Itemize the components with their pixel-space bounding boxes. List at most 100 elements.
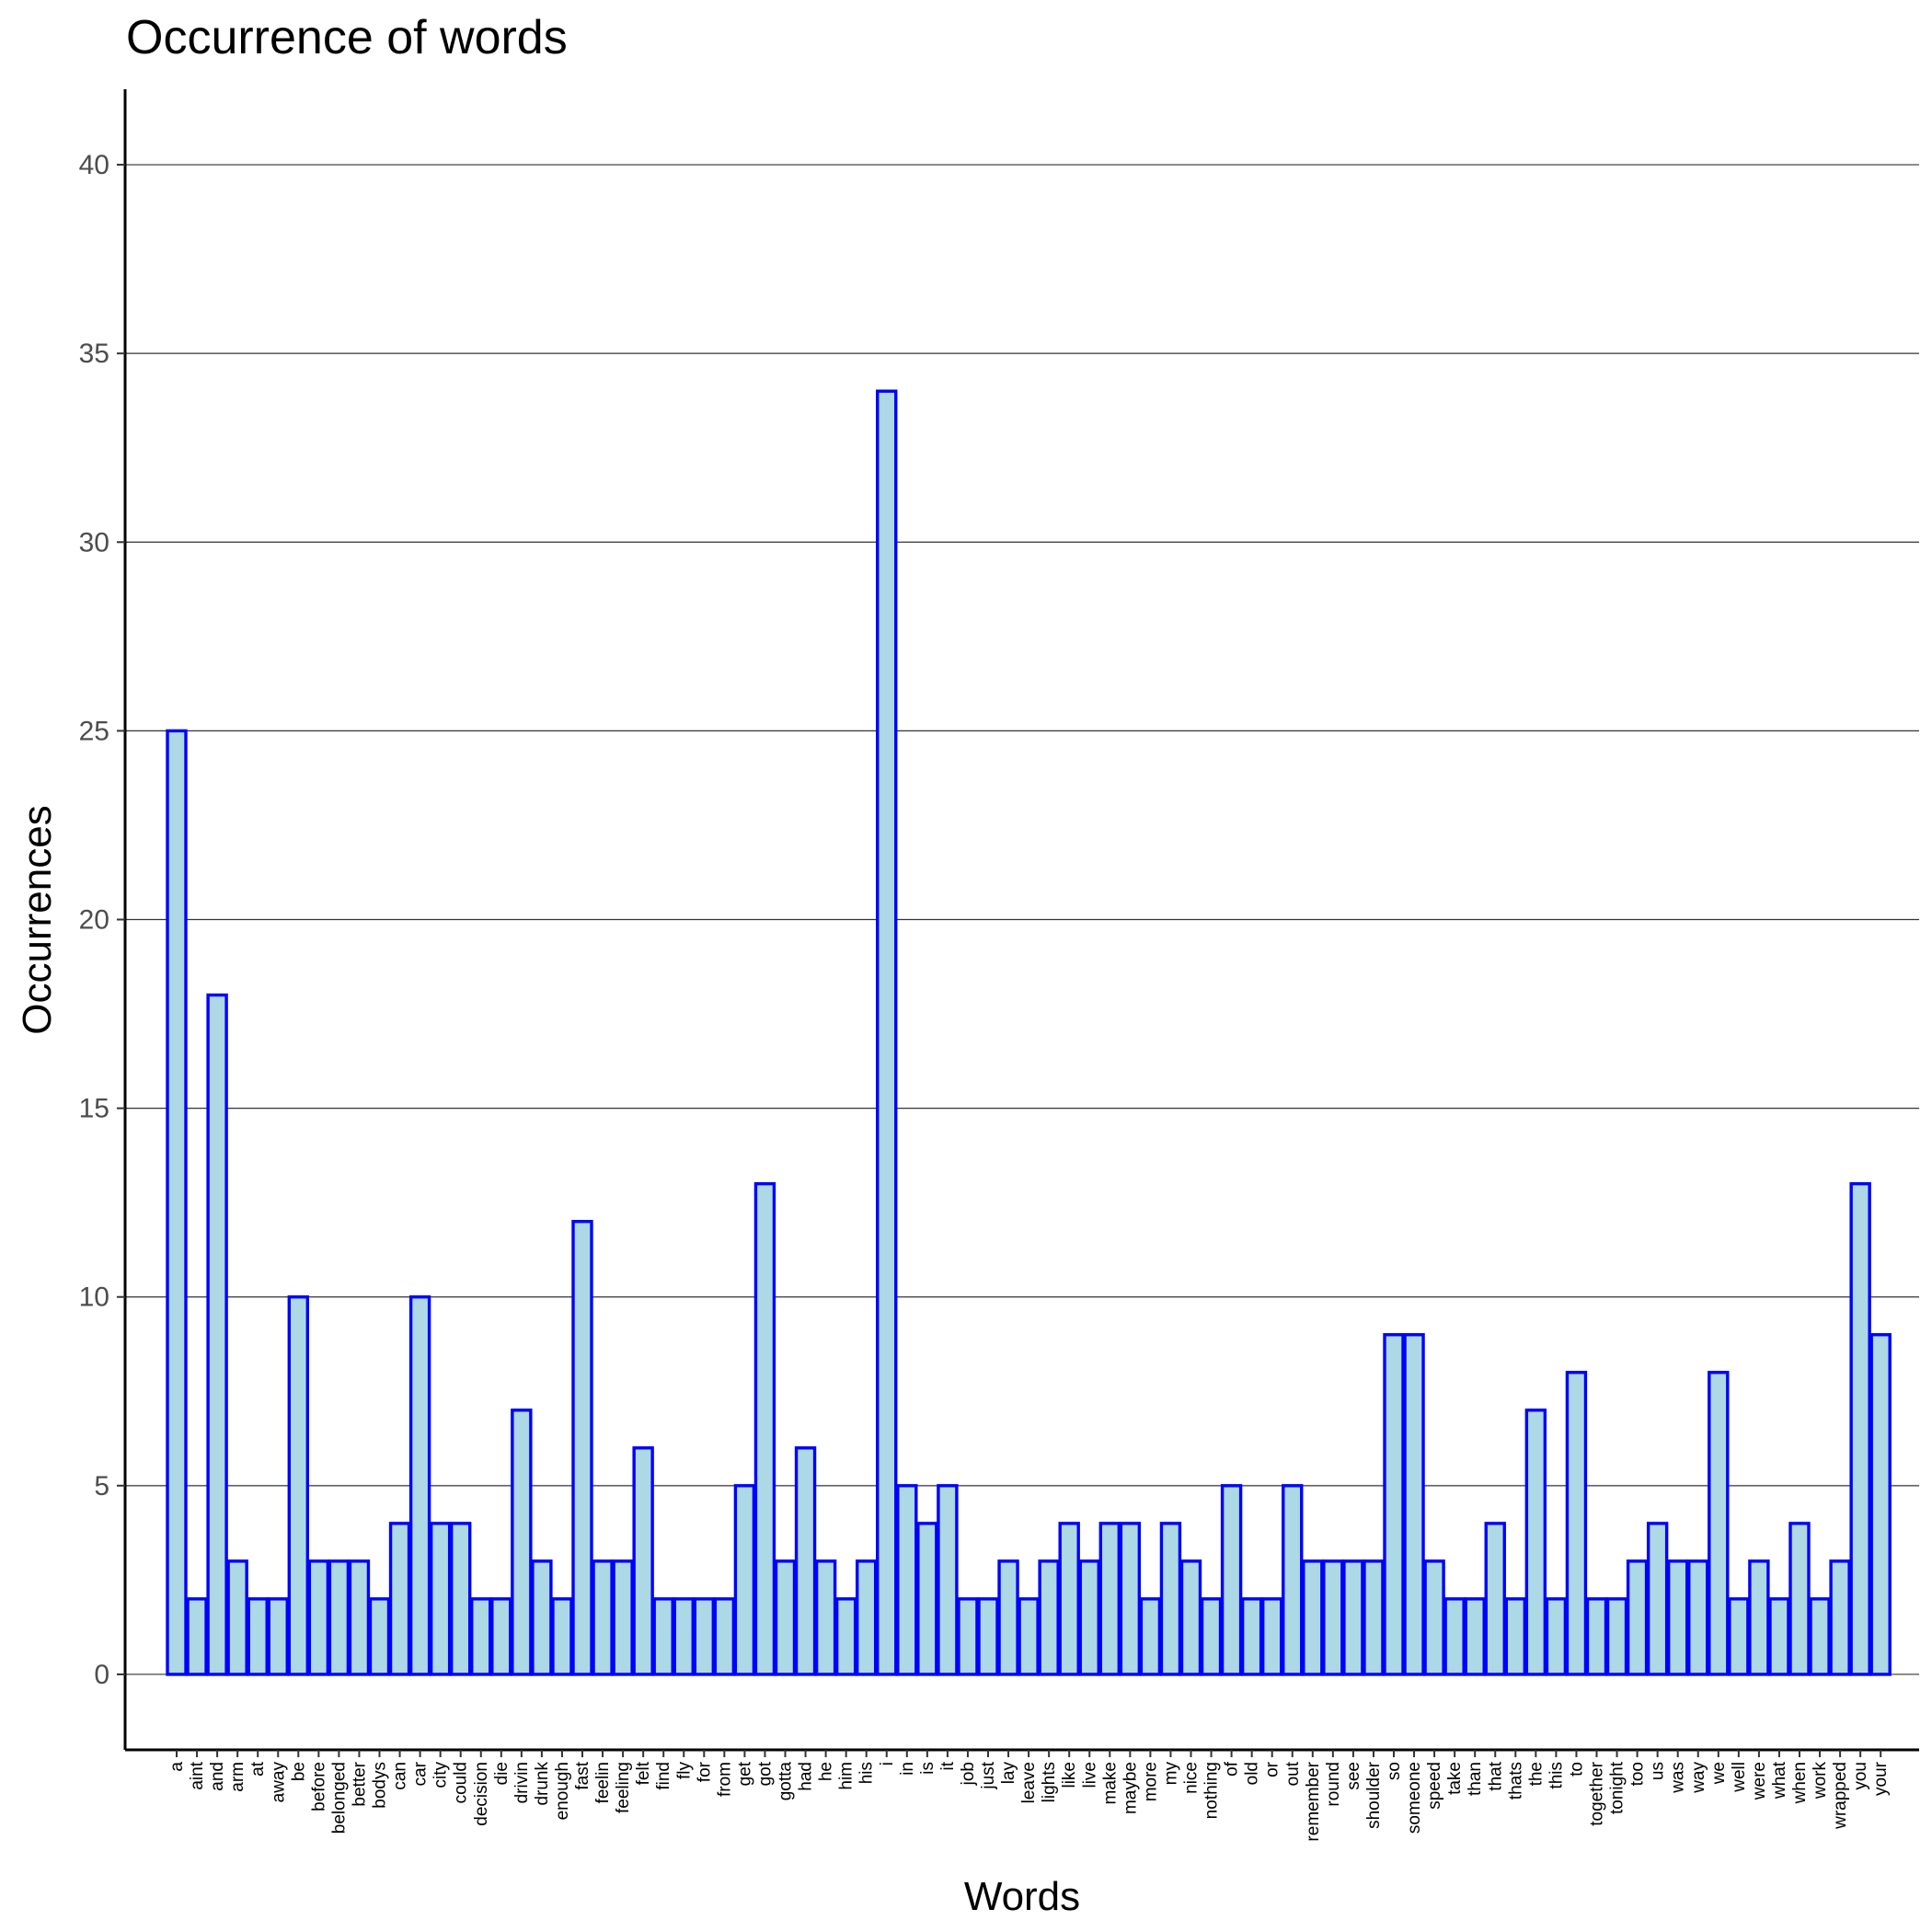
bar-when [1788, 1522, 1811, 1676]
bar-away [267, 1597, 289, 1676]
bar-work [1809, 1597, 1831, 1676]
bar-well [1728, 1597, 1750, 1676]
bar-better [348, 1559, 371, 1676]
x-tick-label-than: than [1466, 1762, 1485, 1796]
bar-this [1545, 1597, 1568, 1676]
x-tick-label-he: he [817, 1762, 836, 1781]
chart-title: Occurrence of words [126, 11, 568, 64]
x-tick-label-speed: speed [1425, 1762, 1444, 1810]
bar-just [977, 1597, 999, 1676]
bar-at [247, 1597, 269, 1676]
bar-drivin [511, 1409, 533, 1676]
bar-his [856, 1559, 878, 1676]
x-tick-label-from: from [715, 1762, 734, 1797]
bar-could [450, 1522, 472, 1676]
bar-can [388, 1522, 411, 1676]
x-tick-label-feelin: feelin [593, 1762, 613, 1803]
bar-lights [1038, 1559, 1060, 1676]
x-tick-label-together: together [1588, 1761, 1607, 1825]
bar-what [1768, 1597, 1790, 1676]
x-tick-label-nice: nice [1182, 1762, 1202, 1794]
bar-live [1078, 1559, 1100, 1676]
x-tick-label-we: we [1709, 1762, 1729, 1785]
bar-nice [1179, 1559, 1202, 1676]
bar-someone [1403, 1333, 1425, 1676]
x-tick-label-nothing: nothing [1202, 1762, 1222, 1819]
bar-your [1869, 1333, 1892, 1676]
bar-like [1058, 1522, 1080, 1676]
bar-way [1687, 1559, 1709, 1676]
bar-my [1159, 1522, 1182, 1676]
bar-take [1443, 1597, 1466, 1676]
bar-round [1322, 1559, 1344, 1676]
x-tick-label-city: city [431, 1762, 451, 1788]
bar-we [1708, 1371, 1730, 1676]
bar-bodys [368, 1597, 391, 1676]
x-tick-label-before: before [309, 1762, 328, 1811]
bar-that [1484, 1522, 1506, 1676]
x-tick-label-see: see [1344, 1762, 1363, 1790]
x-tick-label-someone: someone [1405, 1762, 1424, 1834]
y-tick-label: 40 [79, 150, 109, 180]
y-tick-label: 0 [94, 1660, 109, 1690]
bar-die [490, 1597, 512, 1676]
x-tick-label-car: car [411, 1761, 431, 1786]
bar-see [1342, 1559, 1364, 1676]
x-tick-label-is: is [918, 1762, 937, 1775]
bar-so [1383, 1333, 1405, 1676]
bar-us [1646, 1522, 1669, 1676]
x-tick-label-had: had [797, 1762, 816, 1791]
bar-lay [997, 1559, 1019, 1676]
x-tick-label-fly: fly [674, 1762, 694, 1780]
x-tick-label-were: were [1750, 1762, 1769, 1800]
bar-got [753, 1181, 776, 1676]
x-tick-label-the: the [1526, 1762, 1546, 1786]
x-tick-label-better: better [350, 1761, 369, 1806]
x-tick-label-leave: leave [1019, 1762, 1039, 1803]
x-tick-label-like: like [1060, 1762, 1079, 1788]
bar-was [1666, 1559, 1689, 1676]
bar-feelin [592, 1559, 614, 1676]
x-tick-label-so: so [1385, 1762, 1404, 1780]
y-tick-label: 30 [79, 527, 109, 558]
x-tick-label-and: and [208, 1762, 227, 1791]
bar-old [1240, 1597, 1263, 1676]
x-tick-label-my: my [1161, 1762, 1180, 1786]
x-tick-label-that: that [1486, 1761, 1505, 1790]
x-tick-label-make: make [1100, 1762, 1120, 1804]
x-tick-label-a: a [167, 1762, 187, 1772]
x-tick-label-drivin: drivin [512, 1762, 532, 1803]
bar-be [287, 1295, 309, 1676]
x-tick-label-could: could [452, 1762, 471, 1803]
x-tick-label-out: out [1283, 1761, 1303, 1786]
bar-speed [1423, 1559, 1445, 1676]
bar-to [1565, 1371, 1588, 1676]
x-tick-label-take: take [1445, 1762, 1465, 1795]
x-tick-label-you: you [1851, 1762, 1870, 1790]
bar-you [1849, 1181, 1871, 1676]
bar-for [693, 1597, 715, 1676]
bar-of [1220, 1484, 1243, 1676]
x-tick-label-away: away [269, 1762, 288, 1803]
x-tick-label-enough: enough [553, 1762, 572, 1820]
bar-he [814, 1559, 837, 1676]
x-tick-label-more: more [1141, 1762, 1160, 1801]
x-tick-label-aint: aint [188, 1761, 207, 1789]
x-tick-label-it: it [938, 1761, 958, 1770]
x-tick-label-die: die [492, 1762, 512, 1785]
x-tick-label-well: well [1730, 1762, 1749, 1793]
bar-maybe [1119, 1522, 1142, 1676]
x-tick-label-when: when [1790, 1762, 1810, 1804]
bar-a [166, 729, 188, 1676]
x-tick-label-gotta: gotta [776, 1762, 796, 1801]
x-tick-label-your: your [1871, 1761, 1891, 1796]
bar-is [916, 1522, 938, 1676]
bar-job [957, 1597, 979, 1676]
bar-from [713, 1597, 736, 1676]
bar-were [1748, 1559, 1770, 1676]
x-tick-label-decision: decision [472, 1762, 491, 1826]
x-tick-label-round: round [1324, 1762, 1343, 1807]
y-tick-label: 20 [79, 905, 109, 936]
x-tick-label-job: job [959, 1762, 978, 1786]
